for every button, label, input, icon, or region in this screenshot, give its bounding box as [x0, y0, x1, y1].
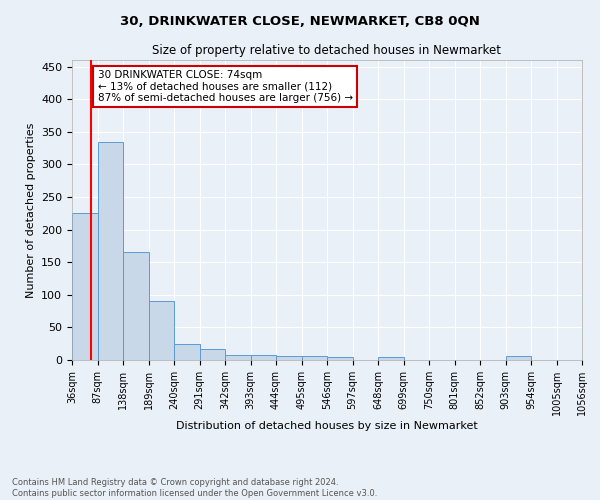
Bar — [302, 356, 327, 360]
X-axis label: Distribution of detached houses by size in Newmarket: Distribution of detached houses by size … — [176, 420, 478, 430]
Text: Contains HM Land Registry data © Crown copyright and database right 2024.
Contai: Contains HM Land Registry data © Crown c… — [12, 478, 377, 498]
Text: 30, DRINKWATER CLOSE, NEWMARKET, CB8 0QN: 30, DRINKWATER CLOSE, NEWMARKET, CB8 0QN — [120, 15, 480, 28]
Y-axis label: Number of detached properties: Number of detached properties — [26, 122, 35, 298]
Bar — [225, 355, 251, 360]
Bar — [123, 252, 149, 360]
Bar — [251, 355, 276, 360]
Bar — [72, 214, 97, 360]
Bar — [174, 344, 199, 360]
Text: 30 DRINKWATER CLOSE: 74sqm
← 13% of detached houses are smaller (112)
87% of sem: 30 DRINKWATER CLOSE: 74sqm ← 13% of deta… — [97, 70, 353, 103]
Bar — [97, 142, 123, 360]
Bar — [378, 356, 404, 360]
Bar — [505, 356, 531, 360]
Bar — [276, 356, 302, 360]
Bar — [149, 302, 174, 360]
Bar — [327, 356, 353, 360]
Bar — [199, 349, 225, 360]
Title: Size of property relative to detached houses in Newmarket: Size of property relative to detached ho… — [152, 44, 502, 58]
